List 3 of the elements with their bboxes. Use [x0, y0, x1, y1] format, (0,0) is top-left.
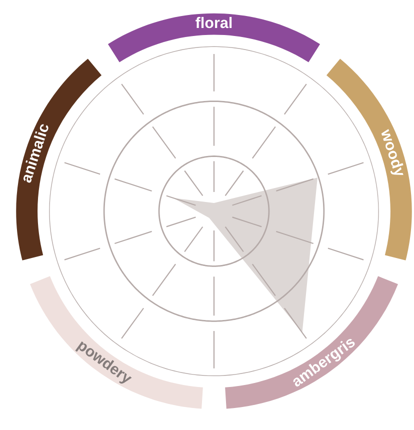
spoke-label: woody [378, 128, 406, 179]
spoke-label: animalic [20, 122, 50, 184]
spoke-label: floral [196, 16, 232, 28]
